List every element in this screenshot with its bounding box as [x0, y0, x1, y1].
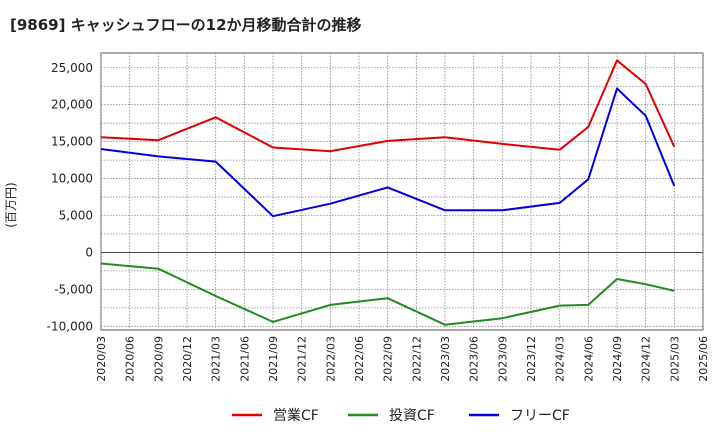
series-line-2 — [100, 262, 675, 326]
series-lines — [100, 59, 676, 326]
y-tick-label: 10,000 — [51, 172, 93, 186]
legend-label-1: 営業CF — [273, 408, 319, 424]
series-line-3 — [100, 87, 676, 218]
series-line-1 — [100, 59, 676, 153]
chart-title: [9869] キャッシュフローの12か月移動合計の推移 — [10, 16, 362, 34]
x-tick-label: 2022/03 — [324, 336, 337, 382]
x-tick-label: 2023/06 — [468, 336, 481, 382]
legend-label-3: フリーCF — [510, 408, 570, 424]
legend-label-2: 投資CF — [389, 408, 435, 424]
y-tick-label: 15,000 — [51, 135, 93, 149]
x-tick-label: 2022/09 — [382, 336, 395, 382]
axes: -10,000 -5,000 0 5,000 10,000 15,000 20,000 25,… — [47, 61, 710, 382]
x-tick-label: 2021/03 — [210, 336, 223, 382]
y-tick-label: 5,000 — [59, 209, 93, 223]
x-tick-label: 2024/06 — [582, 336, 595, 382]
x-tick-label: 2025/03 — [668, 336, 681, 382]
x-tick-label: 2020/03 — [95, 336, 108, 382]
grid — [100, 52, 704, 331]
x-tick-label: 2020/12 — [181, 336, 194, 382]
x-tick-label: 2023/09 — [496, 336, 509, 382]
y-tick-label: 25,000 — [51, 61, 93, 75]
y-tick-label: 20,000 — [51, 98, 93, 112]
y-tick-label: -5,000 — [54, 282, 93, 296]
x-tick-label: 2020/06 — [124, 336, 137, 382]
x-tick-label: 2025/06 — [697, 336, 710, 382]
x-tick-label: 2023/03 — [439, 336, 452, 382]
x-tick-label: 2024/12 — [640, 336, 653, 382]
y-axis-label: (百万円) — [4, 182, 18, 227]
x-tick-label: 2021/06 — [238, 336, 251, 382]
x-tick-label: 2024/09 — [611, 336, 624, 382]
x-tick-label: 2021/12 — [296, 336, 309, 382]
y-tick-label: 0 — [85, 245, 93, 259]
y-tick-label: -10,000 — [47, 319, 93, 333]
x-tick-label: 2023/12 — [525, 336, 538, 382]
legend: 営業CF 投資CF フリーCF — [232, 408, 570, 424]
x-tick-label: 2022/12 — [410, 336, 423, 382]
x-tick-label: 2024/03 — [554, 336, 567, 382]
plot-frame — [100, 52, 704, 331]
x-tick-label: 2022/06 — [353, 336, 366, 382]
x-tick-label: 2020/09 — [152, 336, 165, 382]
x-tick-label: 2021/09 — [267, 336, 280, 382]
